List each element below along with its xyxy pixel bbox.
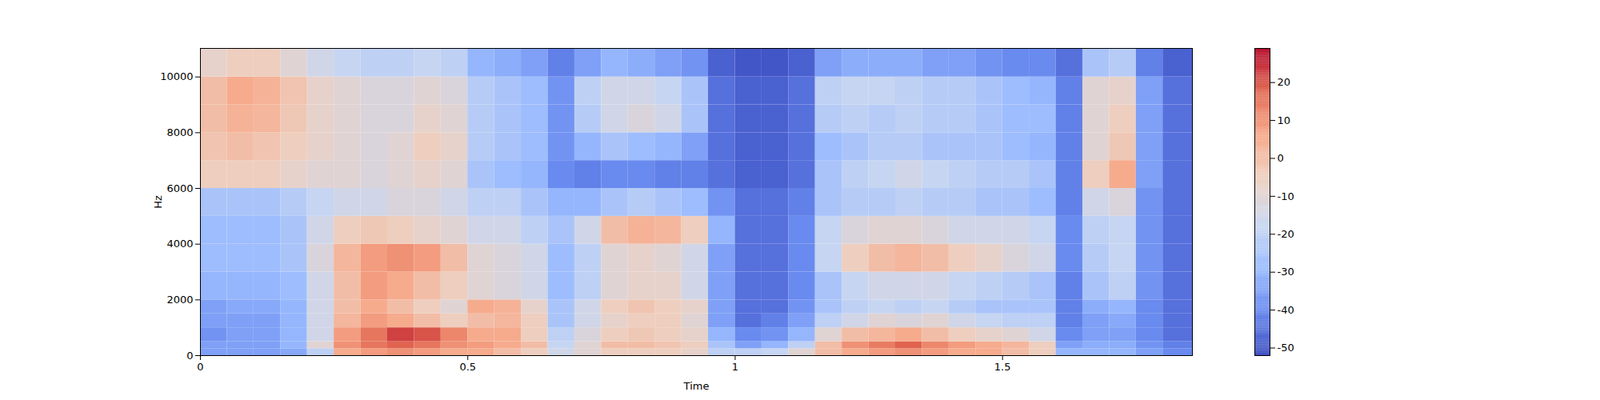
svg-text:1.5: 1.5 (994, 360, 1012, 373)
svg-text:Time: Time (683, 380, 710, 392)
svg-text:0: 0 (1277, 152, 1284, 164)
svg-text:6000: 6000 (166, 182, 193, 195)
svg-text:20: 20 (1277, 76, 1292, 88)
svg-text:0: 0 (186, 349, 193, 362)
svg-text:-50: -50 (1277, 341, 1295, 354)
svg-text:-20: -20 (1277, 228, 1295, 240)
svg-text:10000: 10000 (160, 70, 193, 83)
svg-text:0: 0 (196, 360, 204, 373)
svg-text:Hz: Hz (152, 195, 164, 209)
svg-text:4000: 4000 (166, 237, 193, 250)
svg-text:-40: -40 (1277, 304, 1295, 316)
svg-text:2000: 2000 (166, 293, 193, 306)
svg-text:0.5: 0.5 (459, 360, 476, 373)
svg-text:-30: -30 (1277, 265, 1295, 278)
svg-text:-10: -10 (1277, 190, 1295, 203)
svg-text:1: 1 (732, 360, 739, 373)
svg-text:8000: 8000 (166, 126, 193, 139)
svg-text:10: 10 (1277, 114, 1292, 127)
